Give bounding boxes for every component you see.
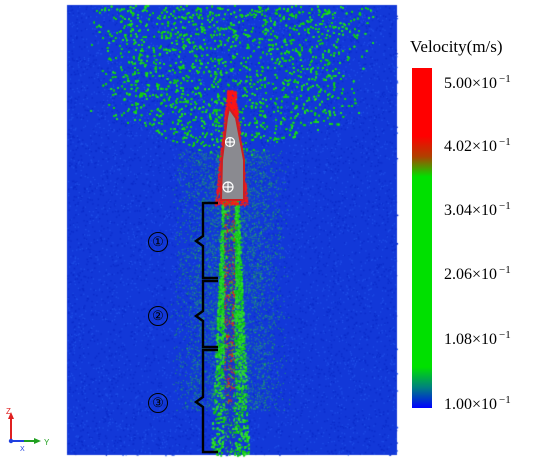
legend-tick-0: 5.00×10 −1 — [444, 73, 511, 92]
legend-tick-3: 2.06×10 −1 — [444, 264, 511, 283]
body-marker-bottom — [222, 181, 234, 193]
region-label-1: ① — [148, 232, 168, 252]
body-marker-top — [224, 136, 236, 148]
region-bracket-2 — [193, 279, 218, 349]
axis-label-z: Z — [6, 407, 11, 416]
projectile-body — [219, 105, 245, 201]
axis-label-x: X — [20, 446, 25, 453]
legend-tick-1: 4.02×10 −1 — [444, 136, 511, 155]
legend-title: Velocity(m/s) — [410, 37, 503, 56]
region-bracket-1 — [193, 201, 218, 280]
legend-tick-5: 1.00×10 −1 — [444, 394, 511, 413]
legend-tick-4: 1.08×10 −1 — [444, 329, 511, 348]
legend-tick-2: 3.04×10 −1 — [444, 200, 511, 219]
region-bracket-3 — [193, 348, 218, 454]
axis-triad — [8, 412, 41, 444]
velocity-colorbar — [412, 68, 432, 408]
axis-label-y: Y — [44, 438, 50, 447]
region-label-3: ③ — [148, 393, 168, 413]
region-label-2: ② — [148, 306, 168, 326]
